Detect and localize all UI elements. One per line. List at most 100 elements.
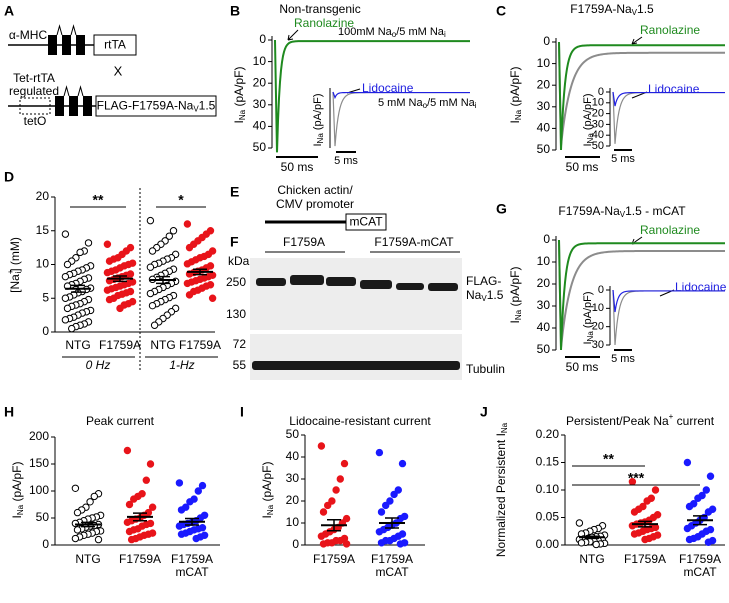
data-point [61,294,70,302]
text-part: Na [16,504,25,515]
y-tick-label: 20 [253,75,267,89]
data-point [685,502,694,511]
data-point [148,301,157,310]
sem-bar [81,521,95,528]
current-trace [332,91,470,100]
condition-label: 0 Hz [86,358,111,372]
trace-label: Ranolazine [294,16,354,30]
significance-label: ** [93,192,104,208]
text-part: 1.5 [199,99,216,113]
text-part: I [508,120,522,123]
x-tick-label: mCAT [683,565,717,579]
data-point [86,498,94,506]
y-tick-label: 100 [29,483,49,497]
band [326,277,356,286]
text-part: Normalized Persistent I [494,433,508,557]
y-tick-label: 0 [598,284,604,296]
text-part: ] (mM) [8,237,22,272]
text-part: 100mM Na [338,26,393,38]
y-tick-label: 20 [537,77,551,91]
x-tick-label: F1759A [171,552,213,566]
sem-bar [185,517,199,526]
panel-h: H Peak current INa (pA/pF) [4,404,155,519]
data-point [382,501,390,510]
data-point [704,508,713,516]
condition-label: 1-Hz [169,358,194,372]
panel-label: D [4,169,14,185]
data-point [183,279,192,288]
text-part: Na [514,109,523,120]
data-point [317,442,326,450]
x-tick-label: F1759A [371,552,413,566]
data-point [328,497,336,505]
y-tick-label: 50 [36,510,50,524]
y-tick-label: 50 [253,140,267,154]
data-point [704,538,713,546]
text-part: Na [266,504,275,515]
gene-label: FLAG-F1759A-NaV1.5 [97,99,216,114]
y-label: INa (pA/pF) [260,462,275,519]
y-tick-label: 0.15 [536,455,560,469]
band [290,275,324,285]
scale-label: 5 ms [611,153,635,165]
y-tick-label: 150 [29,456,49,470]
y-tick-label: 30 [253,97,267,111]
panel-i: I Lidocaine-resistant current INa (pA/pF… [240,404,431,519]
data-point [63,260,72,269]
y-tick-label: 30 [286,471,300,485]
y-tick-label: 0 [543,34,550,48]
panel-label: A [4,3,14,19]
text-part: + [6,269,15,274]
sem-bar [327,518,341,532]
current-trace [558,239,725,351]
y-tick-label: 20 [592,321,604,333]
data-point [148,503,157,511]
exon [55,96,64,116]
text-part: 5 mM Na [378,97,424,109]
band-label: NaV1.5 [466,288,504,303]
data-point [685,535,694,544]
y-tick-label: 0.10 [536,482,560,496]
sem-bar [693,515,707,526]
sem-bar [638,520,652,528]
y-tick-label: 10 [537,254,551,268]
arrow [631,36,643,45]
scale-label: 5 ms [334,155,358,167]
y-tick-label: 30 [592,339,604,351]
data-point [103,268,112,277]
data-point [185,243,194,252]
text-part: V [193,105,199,114]
current-trace [612,91,725,107]
trace-label: Ranolazine [640,23,700,37]
text-part: (pA/pF) [508,267,522,310]
data-point [706,472,715,480]
current-trace [612,289,725,313]
band [428,283,458,291]
data-point [194,487,203,495]
group-label: F1759A [283,235,325,249]
y-tick-label: 40 [286,449,300,463]
text-part: Na [316,133,325,144]
panel-title: Lidocaine-resistant current [289,414,431,428]
sem-bar [385,517,399,529]
data-point [71,484,80,492]
data-point [641,535,649,544]
data-point [148,247,157,255]
data-point [592,540,600,549]
scale-label: 5 ms [611,353,635,365]
data-point [386,497,394,505]
scale-label: 50 ms [566,160,599,174]
condition: 100mM Nao/5 mM Nai [338,26,446,39]
data-point [375,448,384,457]
y-tick-label: 200 [29,429,49,443]
data-point [105,257,114,265]
significance-label: * [178,192,184,208]
data-point [375,528,384,536]
x-tick-label: F1759A [179,338,221,352]
y-tick-label: 0 [42,537,49,551]
data-point [694,494,702,502]
data-point [61,272,70,281]
data-point [71,519,80,528]
data-point [73,508,82,517]
